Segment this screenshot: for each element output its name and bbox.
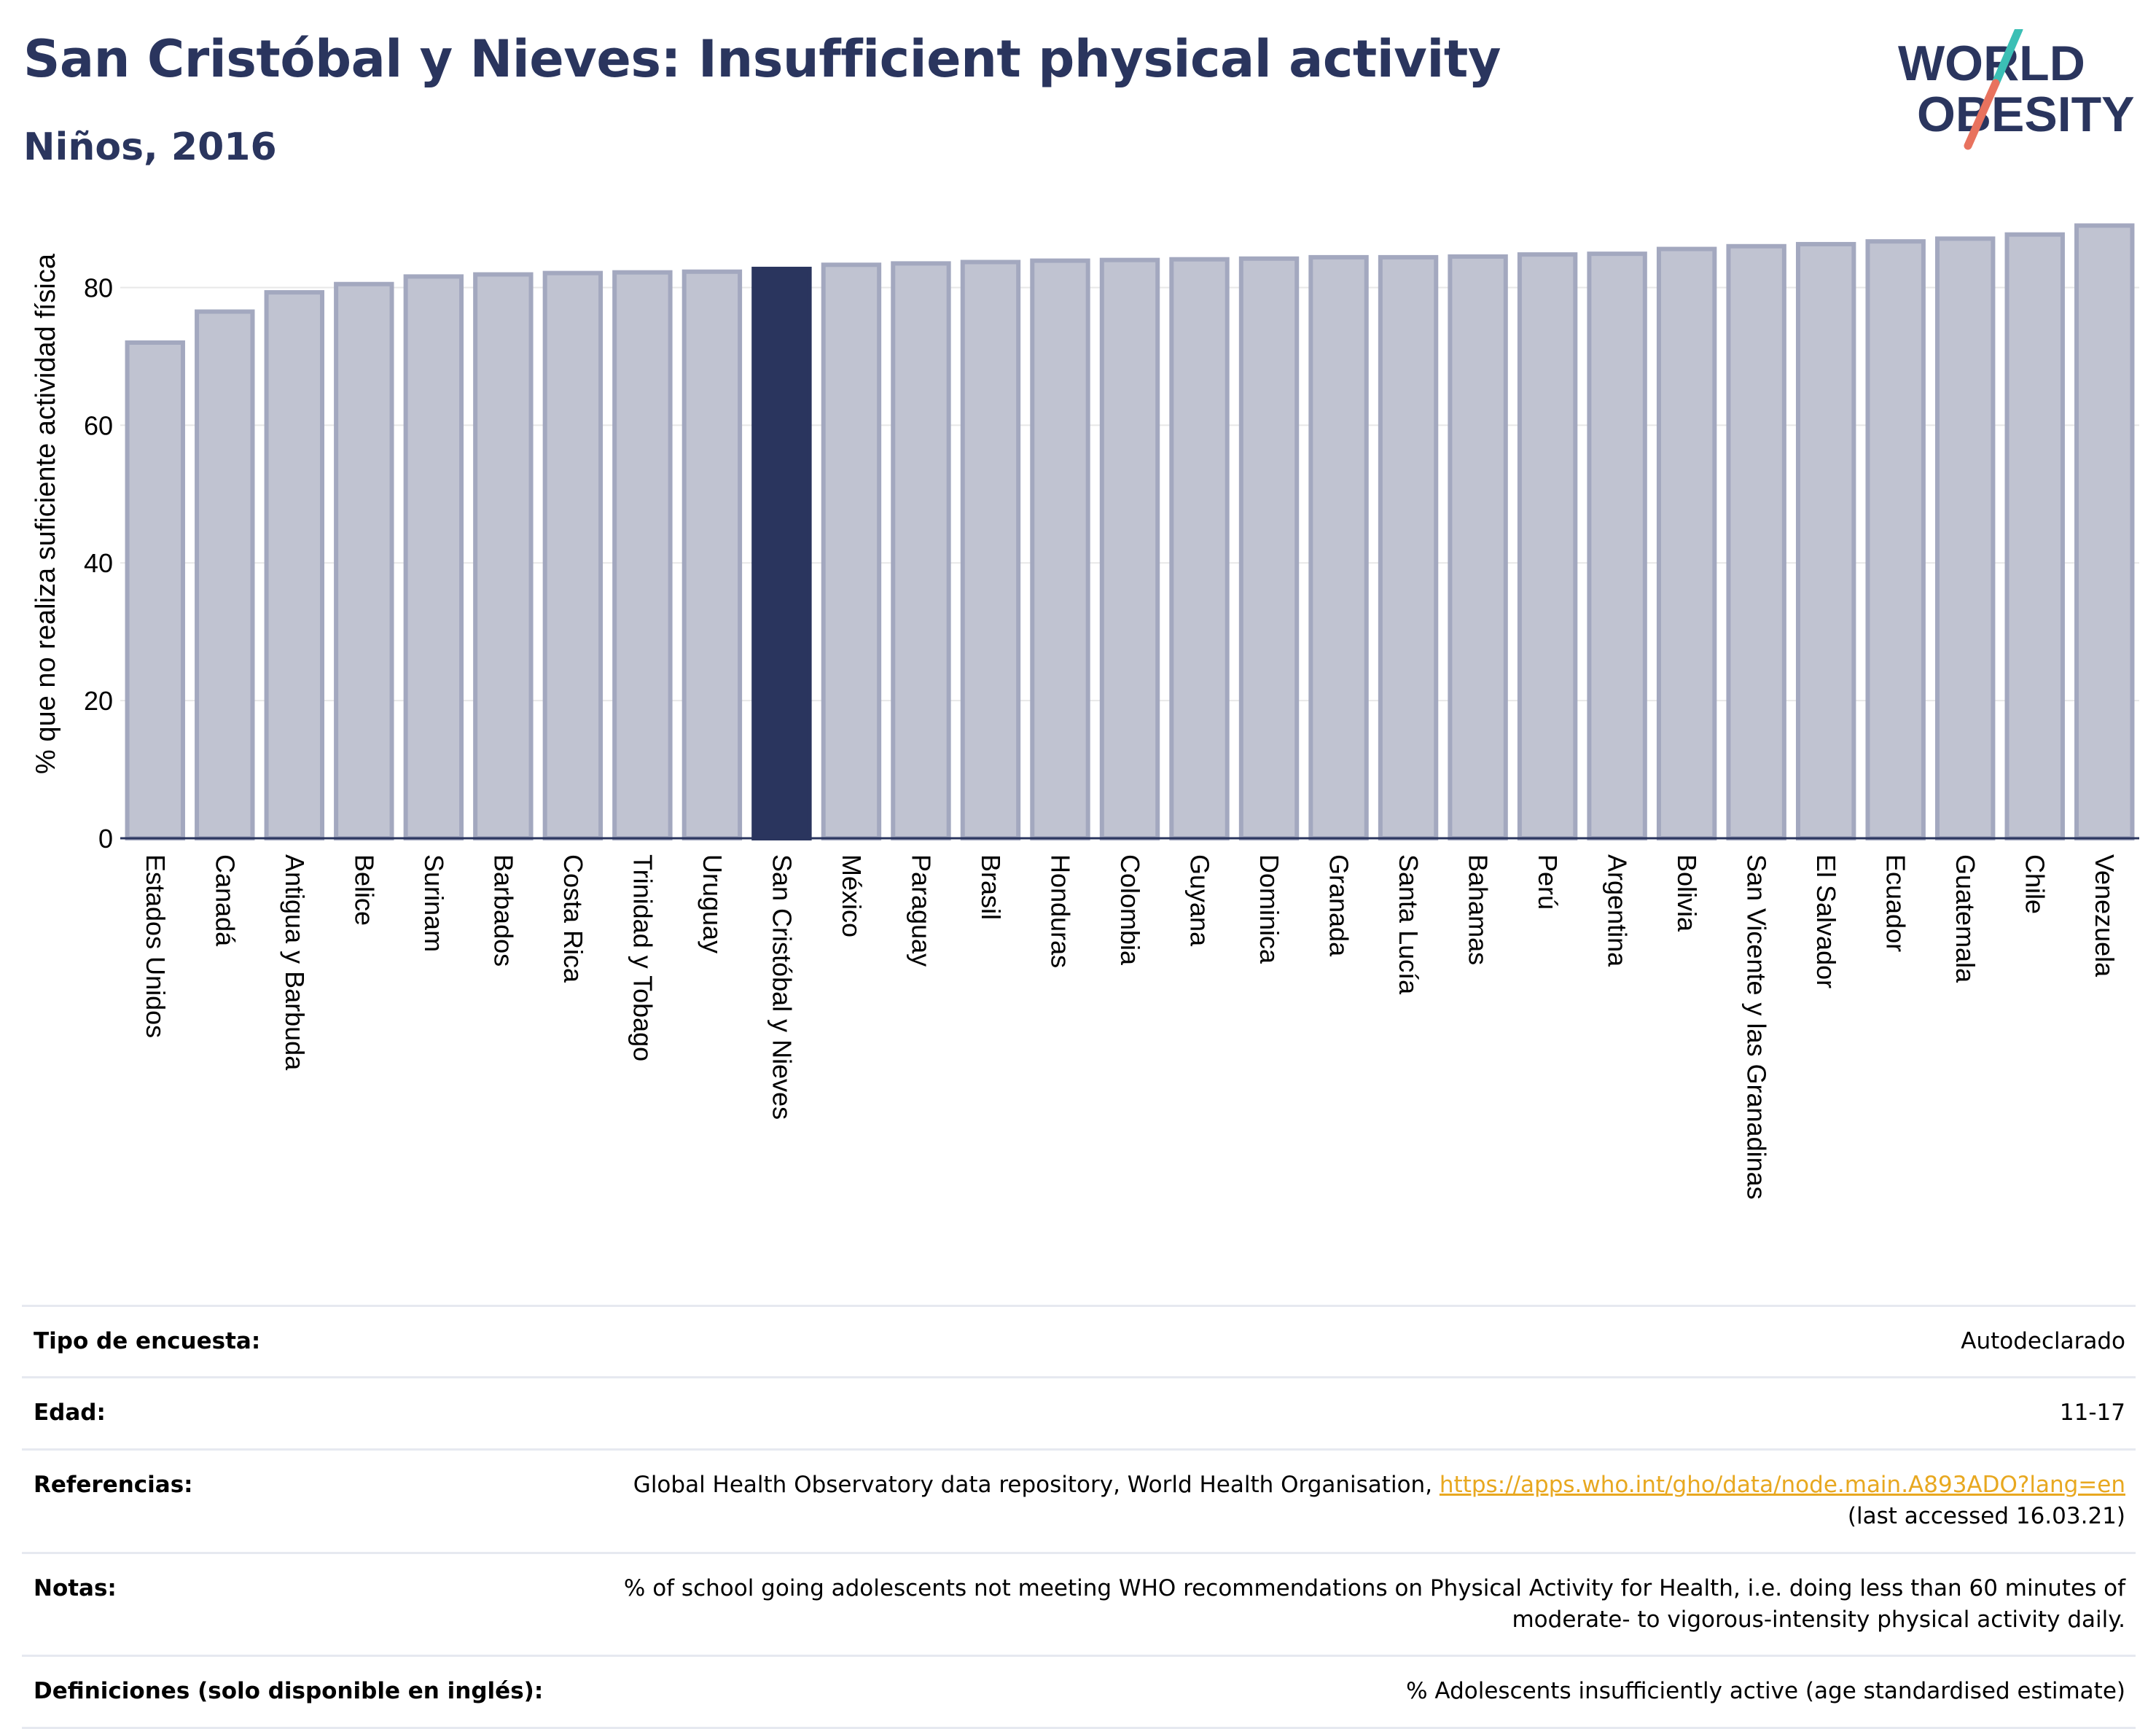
bar-guatemala <box>1935 236 1996 840</box>
y-tick-label: 80 <box>84 273 113 303</box>
x-tick-label: Paraguay <box>906 854 936 967</box>
bar-san-cristóbal-y-nieves <box>751 266 812 840</box>
y-tick-label: 0 <box>98 824 113 854</box>
bar-chart: 0 20 40 60 80 Estados Unidos Canadá Antigua y … <box>31 223 2139 1200</box>
y-axis-ticks: 0 20 40 60 80 <box>84 273 113 854</box>
x-axis-labels: Estados Unidos Canadá Antigua y Barbuda Bel… <box>141 854 2120 1200</box>
info-row-definitions: Definiciones (solo disponible en inglés)… <box>22 1655 2136 1729</box>
reference-link[interactable]: https://apps.who.int/gho/data/node.main.… <box>1439 1471 2125 1498</box>
info-label: Notas: <box>22 1551 569 1656</box>
x-tick-label: Colombia <box>1115 854 1145 966</box>
bar-colombia <box>1099 257 1160 840</box>
x-tick-label: Costa Rica <box>558 854 588 983</box>
info-row-age: Edad: 11-17 <box>22 1376 2136 1450</box>
y-tick-label: 40 <box>84 548 113 578</box>
x-tick-label: Ecuador <box>1881 854 1911 952</box>
bar-san-vicente-y-las-granadinas <box>1726 243 1786 840</box>
logo-text-line2: OBESITY <box>1917 87 2135 142</box>
x-tick-label: Canadá <box>210 854 240 947</box>
info-label: Tipo de encuesta: <box>22 1304 569 1378</box>
bar-méxico <box>821 262 882 840</box>
bar-trinidad-y-tobago <box>612 270 673 840</box>
chart-title: San Cristóbal y Nieves: Insufficient phy… <box>23 29 1501 89</box>
x-tick-label: Barbados <box>488 854 518 967</box>
logo-slash-coral <box>1964 79 2000 150</box>
x-tick-label: Honduras <box>1045 854 1075 968</box>
x-tick-label: Uruguay <box>698 854 727 953</box>
notes-text: % of school going adolescents not meetin… <box>623 1574 2125 1601</box>
bar-chile <box>2004 232 2065 840</box>
bar-costa-rica <box>542 270 604 841</box>
y-tick-label: 20 <box>84 686 113 716</box>
y-tick-label: 60 <box>84 410 113 440</box>
x-tick-label: Santa Lucía <box>1394 854 1423 995</box>
bar-uruguay <box>681 269 743 840</box>
world-obesity-logo: WORLD OBESITY <box>1898 29 2135 150</box>
x-tick-label: Chile <box>2020 854 2050 914</box>
y-axis-label: % que no realiza suficiente actividad fí… <box>31 253 61 774</box>
bar-canadá <box>195 309 255 840</box>
bar-guyana <box>1169 257 1230 840</box>
bar-bolivia <box>1656 246 1717 840</box>
x-tick-label: Antigua y Barbuda <box>280 854 310 1071</box>
x-tick-label: Argentina <box>1603 854 1633 967</box>
bar-surinam <box>403 274 464 841</box>
info-table: Tipo de encuesta: Autodeclarado Edad: 11… <box>22 1304 2136 1729</box>
x-tick-label: San Cristóbal y Nieves <box>767 854 797 1120</box>
chart-subtitle: Niños, 2016 <box>23 125 277 169</box>
bar-el-salvador <box>1795 241 1856 840</box>
x-tick-label: El Salvador <box>1811 854 1841 988</box>
bar-brasil <box>960 259 1021 840</box>
info-row-survey-type: Tipo de encuesta: Autodeclarado <box>22 1304 2136 1378</box>
info-label: Edad: <box>22 1376 569 1450</box>
info-row-references: Referencias: Global Health Observatory d… <box>22 1448 2136 1553</box>
bar-estados-unidos <box>125 340 185 840</box>
bar-argentina <box>1587 251 1647 840</box>
bar-bahamas <box>1448 254 1508 840</box>
x-tick-label: Dominica <box>1254 854 1284 964</box>
info-row-notes: Notas: % of school going adolescents not… <box>22 1551 2136 1656</box>
x-tick-label: Bolivia <box>1672 854 1702 932</box>
info-value: 11-17 <box>569 1376 2136 1450</box>
bar-venezuela <box>2074 223 2135 840</box>
info-value: Autodeclarado <box>569 1304 2136 1378</box>
reference-text: Global Health Observatory data repositor… <box>633 1471 1433 1498</box>
bar-belice <box>334 281 394 840</box>
x-tick-label: Bahamas <box>1464 854 1493 965</box>
bar-paraguay <box>891 261 951 840</box>
bar-perú <box>1517 252 1578 841</box>
reference-accessed: (last accessed 16.03.21) <box>1847 1503 2125 1530</box>
info-value: % Adolescents insufficiently active (age… <box>569 1655 2136 1729</box>
logo-text-line1: WORLD <box>1898 36 2085 91</box>
bars <box>125 223 2135 841</box>
bar-granada <box>1308 254 1369 840</box>
x-tick-label: Estados Unidos <box>141 854 171 1038</box>
info-value-cell: % of school going adolescents not meetin… <box>569 1551 2136 1656</box>
x-tick-label: Venezuela <box>2090 854 2120 977</box>
x-tick-label: Guatemala <box>1950 854 1980 983</box>
logo-slash-teal <box>1991 29 2023 87</box>
x-tick-label: Surinam <box>419 854 449 952</box>
notes-text-cont: moderate- to vigorous-intensity physical… <box>1512 1606 2125 1633</box>
info-label: Referencias: <box>22 1448 569 1553</box>
x-tick-label: Perú <box>1533 854 1563 910</box>
x-tick-label: Guyana <box>1185 854 1215 947</box>
info-label: Definiciones (solo disponible en inglés)… <box>22 1655 569 1729</box>
x-tick-label: México <box>837 854 867 937</box>
x-tick-label: Granada <box>1324 854 1354 957</box>
info-value-cell: Global Health Observatory data repositor… <box>569 1448 2136 1553</box>
x-tick-label: Trinidad y Tobago <box>628 854 657 1061</box>
bar-honduras <box>1030 258 1090 841</box>
x-tick-label: Belice <box>349 854 379 926</box>
bar-antigua-y-barbuda <box>264 290 325 840</box>
bar-ecuador <box>1865 239 1926 840</box>
bar-santa-lucía <box>1378 254 1439 840</box>
x-tick-label: Brasil <box>976 854 1006 920</box>
bar-barbados <box>473 272 534 840</box>
bar-dominica <box>1238 256 1300 840</box>
x-tick-label: San Vicente y las Granadinas <box>1742 854 1772 1200</box>
